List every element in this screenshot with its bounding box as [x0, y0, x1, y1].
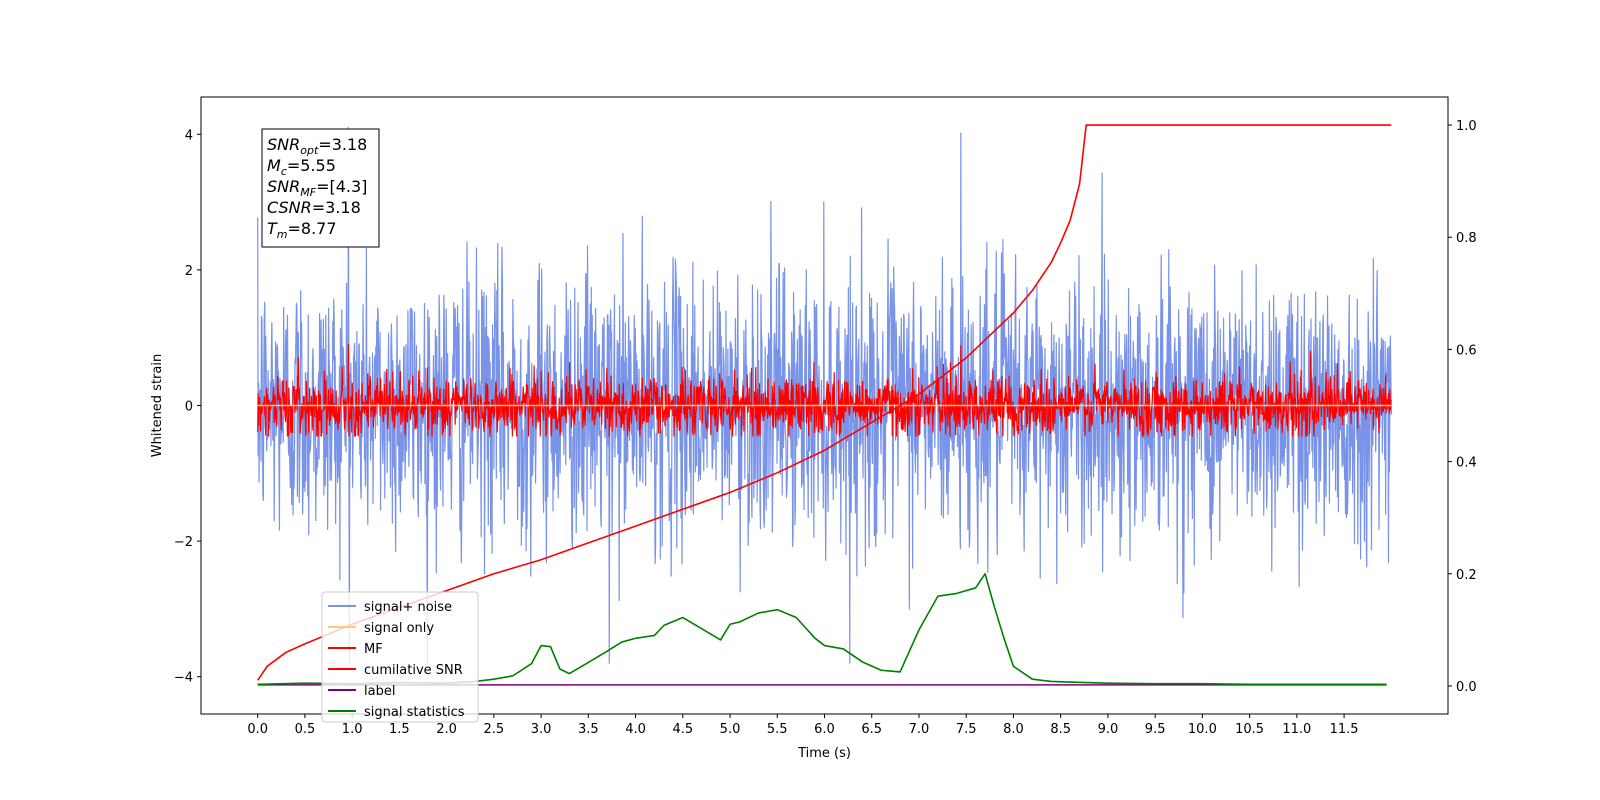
- info-value: =3.18: [318, 135, 367, 154]
- y2-axis: 0.0 0.2 0.4 0.6 0.8 1.0: [1448, 119, 1477, 695]
- x-tick-label: 8.0: [1003, 722, 1024, 737]
- x-tick-label: 0.0: [247, 722, 268, 737]
- y2-tick-label: 0.6: [1456, 343, 1477, 358]
- info-box-frame: [261, 128, 380, 248]
- x-tick-label: 5.5: [767, 722, 788, 737]
- info-symbol: SNR: [267, 135, 300, 154]
- x-tick-label: 6.0: [814, 722, 835, 737]
- y-axis: −4 −2 0 2 4: [174, 128, 201, 686]
- x-tick-label: 4.0: [625, 722, 646, 737]
- info-subscript: m: [277, 228, 288, 241]
- x-tick-label: 0.5: [295, 722, 316, 737]
- y-tick-label: 4: [185, 128, 193, 143]
- legend-label: cumilative SNR: [364, 663, 463, 678]
- x-tick-label: 7.0: [909, 722, 930, 737]
- series-line-signal-noise: [257, 126, 1392, 664]
- info-box-line: Mc=5.55: [267, 156, 336, 178]
- y-tick-label: −4: [174, 671, 193, 686]
- x-tick-label: 5.0: [720, 722, 741, 737]
- info-box-line: SNRMF=[4.3]: [267, 177, 367, 199]
- y-tick-label: −2: [174, 535, 193, 550]
- series-line-signal-statistics: [257, 572, 1387, 686]
- x-tick-label: 1.0: [342, 722, 363, 737]
- x-axis-label: Time (s): [797, 746, 851, 761]
- info-symbol: SNR: [267, 177, 300, 196]
- x-tick-label: 10.5: [1235, 722, 1264, 737]
- info-symbol: T: [267, 219, 278, 238]
- x-tick-label: 9.0: [1098, 722, 1119, 737]
- legend-label: signal+ noise: [364, 600, 452, 615]
- info-box-line: CSNR=3.18: [267, 198, 361, 217]
- x-tick-label: 1.5: [389, 722, 410, 737]
- legend-label: MF: [364, 642, 383, 657]
- x-tick-label: 3.0: [531, 722, 552, 737]
- info-symbol: CSNR: [267, 198, 312, 217]
- info-box-line: SNRopt=3.18: [267, 135, 367, 157]
- x-tick-label: 8.5: [1050, 722, 1071, 737]
- x-tick-label: 2.5: [484, 722, 505, 737]
- y2-tick-label: 0.2: [1456, 568, 1477, 583]
- info-subscript: c: [281, 165, 287, 178]
- info-subscript: MF: [300, 186, 316, 199]
- x-axis: 0.0 0.5 1.0 1.5 2.0 2.5 3.0 3.5 4.0 4.5 5.0 5.5 6.0 6…: [247, 714, 1359, 737]
- legend-label: signal statistics: [364, 705, 465, 720]
- legend-frame: [321, 591, 479, 723]
- x-tick-label: 2.0: [436, 722, 457, 737]
- x-tick-label: 4.5: [672, 722, 693, 737]
- x-tick-label: 7.5: [956, 722, 977, 737]
- info-value: =8.77: [288, 219, 337, 238]
- y2-tick-label: 0.4: [1456, 456, 1477, 471]
- info-subscript: opt: [300, 144, 319, 157]
- y-tick-label: 0: [185, 400, 193, 415]
- series-line-mf: [257, 343, 1392, 437]
- y2-tick-label: 0.0: [1456, 680, 1477, 695]
- x-tick-label: 6.5: [861, 722, 882, 737]
- y-tick-label: 2: [185, 264, 193, 279]
- info-symbol: M: [267, 156, 281, 175]
- x-tick-label: 11.0: [1282, 722, 1311, 737]
- y2-tick-label: 1.0: [1456, 119, 1477, 134]
- legend-label: label: [364, 684, 395, 699]
- x-tick-label: 11.5: [1330, 722, 1359, 737]
- x-tick-label: 9.5: [1145, 722, 1166, 737]
- x-tick-label: 10.0: [1188, 722, 1217, 737]
- info-value: =[4.3]: [316, 177, 367, 196]
- info-value: =3.18: [312, 198, 361, 217]
- legend-label: signal only: [364, 621, 434, 636]
- x-tick-label: 3.5: [578, 722, 599, 737]
- info-box: SNRopt=3.18Mc=5.55SNRMF=[4.3]CSNR=3.18Tm…: [261, 128, 380, 248]
- info-box-line: Tm=8.77: [267, 219, 337, 241]
- info-value: =5.55: [287, 156, 336, 175]
- y2-tick-label: 0.8: [1456, 231, 1477, 246]
- legend: signal+ noise signal only MF cumilative SNR…: [321, 591, 479, 723]
- y-axis-label: Whitened strain: [150, 354, 165, 457]
